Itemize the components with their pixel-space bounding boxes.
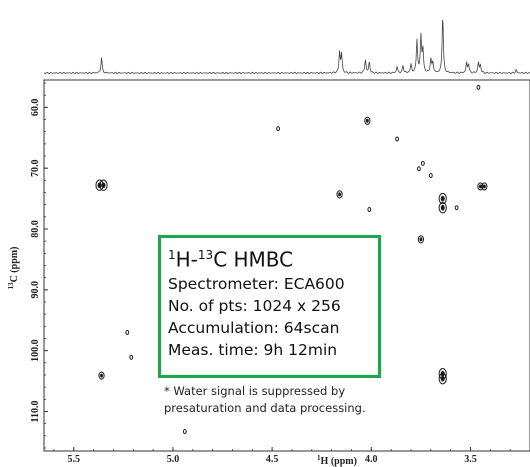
experiment-info-box: 1H-13C HMBC Spectrometer: ECA600 No. of …	[158, 235, 381, 378]
y-tick-label: 90.0	[30, 281, 41, 299]
cross-peak-core	[440, 375, 445, 382]
water-suppression-note: * Water signal is suppressed by presatur…	[164, 383, 424, 417]
cross-peak-contour	[420, 160, 425, 166]
y-axis-title: 13C (ppm)	[7, 247, 20, 290]
cross-peak	[367, 207, 372, 213]
cross-peak	[438, 192, 447, 205]
cross-peak-core	[338, 192, 341, 197]
cross-peak-contour	[417, 235, 424, 244]
cross-peak-core	[419, 237, 423, 242]
cross-peak	[395, 136, 399, 142]
x-tick-label: 5.5	[68, 454, 81, 465]
info-title: 1H-13C HMBC	[168, 247, 294, 272]
cross-peak-contour	[367, 207, 372, 213]
x-tick-label: 3.5	[464, 454, 477, 465]
y-tick-label: 100.0	[30, 339, 41, 362]
y-tick-label: 60.0	[30, 99, 41, 117]
cross-peak	[276, 126, 280, 132]
cross-peak	[428, 172, 433, 178]
cross-peak-contour	[438, 192, 447, 205]
cross-peak-contour	[476, 84, 481, 90]
accumulation-text: Accumulation: 64scan	[168, 318, 340, 337]
footnote-line-1: * Water signal is suppressed by	[164, 384, 346, 398]
cross-peak	[438, 372, 447, 385]
x-tick-label: 4.5	[266, 454, 279, 465]
y-tick-label: 110.0	[30, 401, 41, 423]
cross-peak-core	[365, 118, 369, 123]
spectrometer-text: Spectrometer: ECA600	[168, 274, 345, 293]
cross-peak-contour	[125, 329, 130, 335]
cross-peak-core	[440, 204, 445, 211]
cross-peak	[454, 205, 459, 211]
cross-peak-contour	[276, 126, 280, 132]
footnote-line-2: presaturation and data processing.	[164, 401, 366, 415]
y-tick-label: 70.0	[30, 159, 41, 177]
cross-peak-core	[440, 195, 445, 202]
cross-peaks	[95, 84, 488, 435]
cross-peak	[129, 354, 134, 360]
cross-peak	[364, 116, 371, 125]
cross-peak	[125, 329, 130, 335]
y-axis: 60.0 70.0 80.0 90.0 100.0 110.0	[30, 82, 48, 449]
cross-peak	[476, 84, 481, 90]
cross-peak-contour	[98, 371, 105, 380]
cross-peak	[99, 179, 108, 191]
projection-1d-spectrum	[43, 19, 530, 75]
points-text: No. of pts: 1024 x 256	[168, 296, 341, 315]
cross-peak-contour	[182, 429, 187, 435]
y-tick-label: 80.0	[30, 220, 41, 238]
cross-peak	[417, 235, 424, 244]
cross-peak	[420, 160, 425, 166]
cross-peak	[98, 371, 105, 380]
cross-peak-contour	[438, 202, 447, 214]
cross-peak-core	[478, 184, 482, 189]
x-tick-label: 4.0	[365, 454, 378, 465]
cross-peak-contour	[129, 354, 134, 360]
cross-peak-contour	[417, 166, 421, 172]
cross-peak	[481, 182, 488, 191]
meas-time-text: Meas. time: 9h 12min	[168, 340, 338, 359]
projection-trace	[43, 19, 530, 75]
cross-peak-core	[101, 182, 106, 189]
cross-peak-contour	[99, 179, 108, 191]
x-tick-label: 5.0	[167, 454, 180, 465]
cross-peak	[336, 190, 343, 199]
cross-peak-contour	[428, 172, 433, 178]
cross-peak	[182, 429, 187, 435]
x-axis: 5.5 5.0 4.5 4.0 3.5	[53, 447, 511, 465]
cross-peak-contour	[481, 182, 488, 191]
cross-peak-contour	[336, 190, 343, 199]
cross-peak-contour	[454, 205, 459, 211]
cross-peak-contour	[395, 136, 399, 142]
cross-peak	[417, 166, 421, 172]
cross-peak	[438, 202, 447, 214]
cross-peak-core	[100, 373, 103, 378]
x-axis-title: 1H (ppm)	[317, 454, 357, 467]
cross-peak-contour	[364, 116, 371, 125]
cross-peak-contour	[438, 372, 447, 385]
cross-peak-core	[482, 184, 486, 189]
